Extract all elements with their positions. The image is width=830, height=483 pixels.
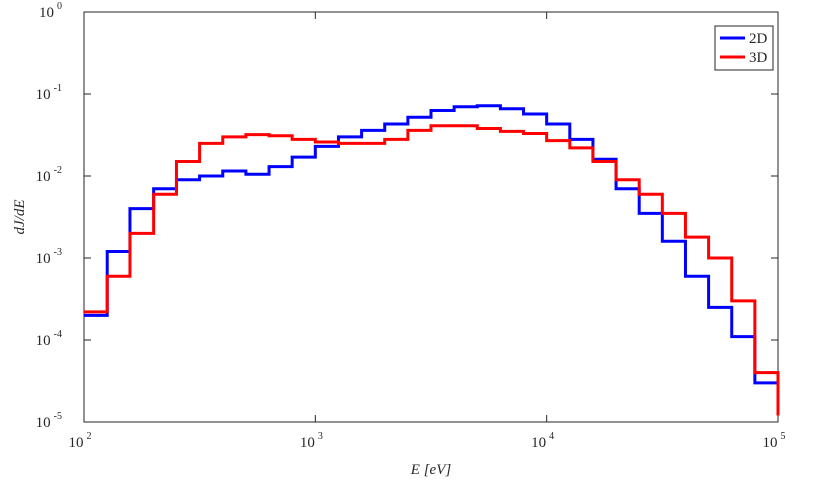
tick-exponent: -5 <box>54 411 62 422</box>
tick-base: 10 <box>36 415 51 431</box>
tick-exponent: -4 <box>54 329 62 340</box>
tick-label: 10 -2 <box>36 165 62 185</box>
tick-base: 10 <box>36 333 51 349</box>
x-axis-label: E [eV] <box>410 462 452 478</box>
tick-label: 10 5 <box>763 431 786 451</box>
tick-label: 10 -3 <box>36 247 62 267</box>
tick-exponent: 0 <box>57 1 62 12</box>
tick-exponent: 2 <box>87 431 92 442</box>
tick-label: 10 0 <box>39 1 62 21</box>
tick-exponent: 5 <box>781 431 786 442</box>
tick-exponent: 4 <box>549 431 554 442</box>
tick-base: 10 <box>39 5 54 21</box>
tick-base: 10 <box>36 169 51 185</box>
tick-exponent: -2 <box>54 165 62 176</box>
tick-label: 10 2 <box>69 431 92 451</box>
tick-label: 10 4 <box>531 431 554 451</box>
y-axis-label: dJ/dE <box>12 200 28 235</box>
series-line <box>84 124 780 416</box>
tick-label: 10 -4 <box>36 329 62 349</box>
legend-box <box>714 25 774 71</box>
tick-base: 10 <box>36 87 51 103</box>
tick-label: 10 -5 <box>36 411 62 431</box>
tick-label: 10 3 <box>300 431 323 451</box>
tick-base: 10 <box>531 435 546 451</box>
plot-frame <box>83 11 779 423</box>
tick-exponent: 3 <box>318 431 323 442</box>
legend-label: 3D <box>749 50 768 66</box>
tick-exponent: -3 <box>54 247 62 258</box>
tick-base: 10 <box>300 435 315 451</box>
tick-base: 10 <box>69 435 84 451</box>
legend-label: 2D <box>749 31 768 47</box>
tick-exponent: -1 <box>54 83 62 94</box>
tick-label: 10 -1 <box>36 83 62 103</box>
series-line <box>84 104 780 413</box>
tick-base: 10 <box>763 435 778 451</box>
tick-base: 10 <box>36 251 51 267</box>
